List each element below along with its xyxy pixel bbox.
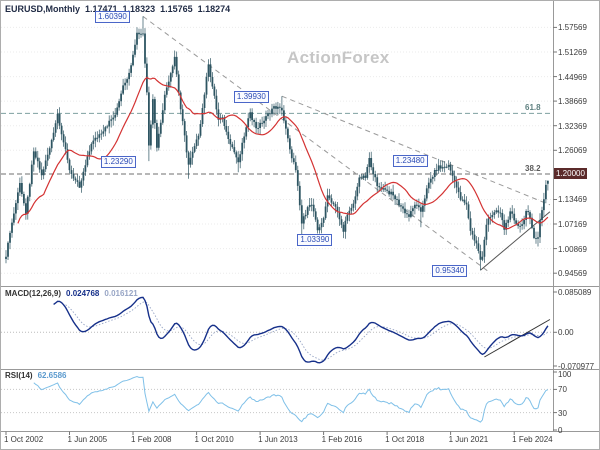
ohlc-high-value: 1.18323 bbox=[122, 4, 156, 14]
symbol-timeframe-label: EURUSD,Monthly bbox=[5, 4, 80, 14]
main-trendline bbox=[480, 211, 551, 271]
ohlc-low-value: 1.15765 bbox=[160, 4, 193, 14]
price-annotation-tag[interactable]: 1.39930 bbox=[233, 91, 269, 104]
macd-name-label: MACD(12,26,9) bbox=[5, 289, 62, 298]
macd-signal-line bbox=[65, 301, 549, 361]
price-annotation-tag[interactable]: 0.95340 bbox=[432, 265, 468, 278]
candle-wicks bbox=[5, 16, 549, 271]
macd-signal-value: 0.016121 bbox=[104, 289, 138, 298]
macd-label-row: MACD(12,26,9) 0.024768 0.016121 bbox=[5, 289, 138, 298]
rsi-line bbox=[33, 375, 549, 423]
chart-title: EURUSD,Monthly 1.17471 1.18323 1.15765 1.182… bbox=[5, 4, 230, 14]
main-trendline bbox=[281, 95, 551, 206]
macd-main-line bbox=[53, 296, 549, 364]
rsi-value: 62.6586 bbox=[37, 371, 67, 380]
price-annotation-tag[interactable]: 1.03390 bbox=[297, 233, 333, 246]
rsi-name-label: RSI(14) bbox=[5, 371, 33, 380]
price-annotation-tag[interactable]: 1.23480 bbox=[392, 155, 428, 168]
price-annotation-tag[interactable]: 1.60390 bbox=[94, 11, 130, 24]
watermark: ActionForex bbox=[287, 48, 390, 67]
price-annotation-tag[interactable]: 1.23290 bbox=[100, 156, 136, 169]
macd-main-value: 0.024768 bbox=[66, 289, 100, 298]
price-axis-highlight-tag: 1.20000 bbox=[554, 167, 587, 179]
ohlc-close-value: 1.18274 bbox=[197, 4, 231, 14]
macd-trendline bbox=[484, 319, 551, 358]
ohlc-open-value: 1.17471 bbox=[85, 4, 118, 14]
candle-bodies bbox=[5, 32, 549, 260]
rsi-label-row: RSI(14) 62.6586 bbox=[5, 371, 66, 380]
